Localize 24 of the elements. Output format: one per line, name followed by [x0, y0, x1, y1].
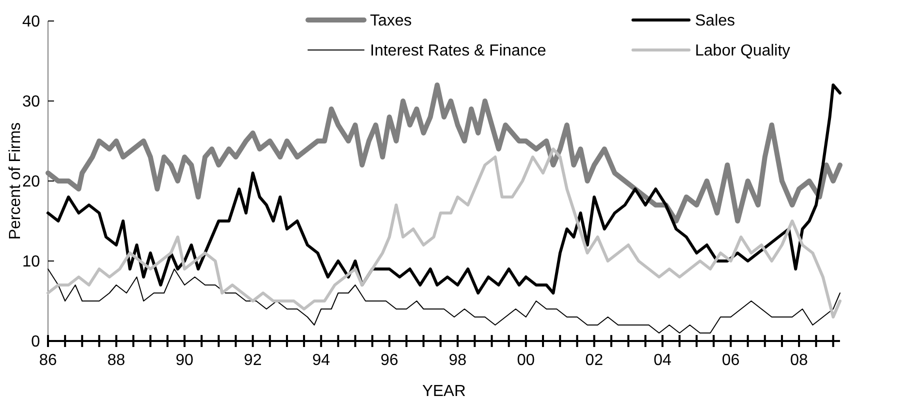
- legend-label: Interest Rates & Finance: [370, 42, 546, 60]
- legend-label: Labor Quality: [695, 42, 790, 60]
- x-tick-label: 08: [790, 352, 808, 369]
- x-tick-label: 00: [517, 352, 535, 369]
- legend-label: Taxes: [370, 12, 412, 30]
- y-tick-label: 10: [22, 254, 40, 271]
- legend-label: Sales: [695, 12, 736, 30]
- x-axis-title: YEAR: [422, 383, 466, 400]
- y-axis-title: Percent of Firms: [7, 122, 24, 240]
- x-tick-label: 98: [448, 352, 467, 369]
- line-series: [46, 148, 842, 318]
- x-tick-label: 86: [39, 352, 57, 369]
- x-tick-label: 90: [176, 352, 194, 369]
- y-tick-label: 30: [22, 94, 40, 111]
- y-tick-label: 40: [22, 14, 40, 31]
- x-tick-label: 04: [654, 352, 672, 369]
- x-tick-label: 94: [312, 352, 330, 369]
- y-tick-label: 0: [31, 334, 40, 351]
- x-tick-label: 02: [585, 352, 604, 369]
- x-tick-label: 96: [380, 352, 398, 369]
- x-tick-label: 88: [107, 352, 126, 369]
- x-tick-label: 92: [244, 352, 262, 369]
- x-tick-label: 06: [722, 352, 740, 369]
- y-tick-label: 20: [22, 174, 40, 191]
